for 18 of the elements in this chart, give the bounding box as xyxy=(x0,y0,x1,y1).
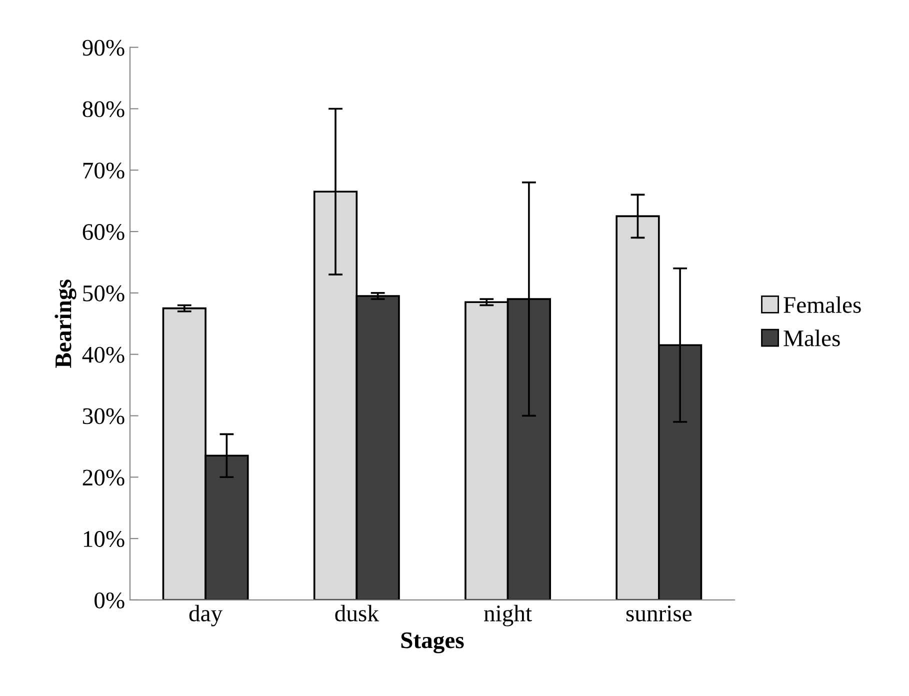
x-tick-label: night xyxy=(484,604,532,626)
y-tick-label: 20% xyxy=(82,470,124,486)
y-tick-label: 70% xyxy=(83,162,124,179)
legend-label: Males xyxy=(784,330,840,346)
y-tick-label: 30% xyxy=(82,408,124,424)
y-axis-title: Bearings xyxy=(54,280,76,368)
y-tick-label: 40% xyxy=(82,346,124,363)
y-tick-label: 0% xyxy=(94,592,124,608)
y-tick-label: 80% xyxy=(82,101,124,118)
x-tick-label: day xyxy=(189,604,222,626)
y-tick-label: 50% xyxy=(83,285,124,302)
y-tick-label: 60% xyxy=(82,224,124,240)
y-tick-label: 90% xyxy=(82,40,124,56)
x-axis-title: Stages xyxy=(401,632,464,654)
legend-label: Females xyxy=(784,296,861,313)
y-tick-label: 10% xyxy=(84,531,124,548)
x-tick-label: dusk xyxy=(335,604,379,622)
x-tick-label: sunrise xyxy=(626,606,692,622)
